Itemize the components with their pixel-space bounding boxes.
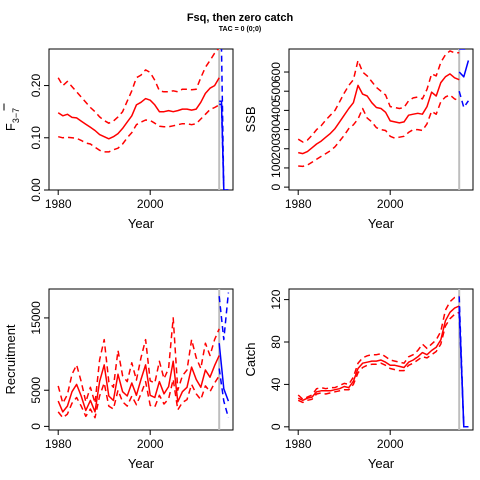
y-tick-label: 400 — [269, 100, 283, 120]
x-tick-label: 2000 — [377, 437, 404, 451]
x-tick-label: 1980 — [285, 197, 312, 211]
projection-upper-line — [218, 292, 230, 341]
projection-median-line — [458, 60, 470, 78]
historical-upper-line — [297, 50, 460, 143]
y-axis-label: SSB — [243, 106, 258, 132]
historical-upper-line — [297, 295, 460, 401]
projection-lower-line — [218, 368, 230, 418]
historical-lower-line — [297, 311, 460, 404]
x-axis-label: Year — [128, 216, 155, 231]
plot-area — [57, 49, 229, 190]
x-tick-label: 1980 — [45, 437, 72, 451]
projection-lower-line — [458, 90, 470, 109]
y-tick-label: 200 — [269, 138, 283, 158]
panel-bottom-left: 1980 2000 0 5000 15000 Year Recruitment — [3, 288, 234, 471]
y-axis-label: Recruitment — [3, 324, 18, 394]
plot-area — [297, 49, 470, 190]
historical-median-line — [297, 305, 460, 402]
y-tick-label: 5000 — [29, 377, 43, 404]
x-tick-label: 2000 — [137, 437, 164, 451]
x-tick-label: 2000 — [137, 197, 164, 211]
y-tick-label: 300 — [269, 119, 283, 139]
projection-median-line — [458, 305, 469, 428]
y-tick-label: 40 — [269, 377, 283, 391]
historical-median-line — [57, 77, 220, 140]
historical-upper-line — [57, 49, 220, 124]
y-tick-label: 100 — [269, 158, 283, 178]
historical-lower-line — [57, 375, 220, 419]
x-axis-label: Year — [368, 456, 395, 471]
historical-lower-line — [58, 104, 220, 153]
plot-area — [297, 289, 469, 430]
y-tick-label: 80 — [269, 335, 283, 349]
plot-frame — [288, 288, 474, 431]
historical-median-line — [57, 355, 220, 413]
y-tick-label: 0 — [29, 423, 43, 430]
x-tick-label: 1980 — [45, 197, 72, 211]
y-tick-label: 0.20 — [29, 74, 43, 98]
projection-median-line — [218, 343, 230, 402]
x-axis-label: Year — [128, 456, 155, 471]
y-tick-label: 600 — [269, 62, 283, 82]
plot-area — [57, 289, 230, 430]
projection-median-line — [219, 100, 229, 190]
y-axis-label-main: F — [3, 123, 18, 131]
y-tick-label: 0.00 — [29, 178, 43, 202]
y-tick-label: 0 — [269, 183, 283, 190]
x-tick-label: 2000 — [377, 197, 404, 211]
plot-frame — [48, 48, 234, 191]
panel-top-left: 1980 2000 0.00 0.10 0.20 Year F3−7 — [3, 48, 234, 231]
figure-title: Fsq, then zero catch — [187, 12, 294, 24]
y-tick-label: 15000 — [29, 301, 43, 335]
historical-upper-line — [57, 317, 220, 404]
x-tick-label: 1980 — [285, 437, 312, 451]
y-tick-label: 120 — [269, 289, 283, 309]
y-axis-label-subscript: 3−7 — [11, 108, 21, 123]
panel-bottom-right: 1980 2000 0 40 80 120 Year Catch — [243, 288, 474, 471]
historical-median-line — [298, 73, 460, 155]
y-tick-label: 0 — [269, 423, 283, 430]
y-tick-label: 0.10 — [29, 126, 43, 150]
x-axis-label: Year — [368, 216, 395, 231]
y-tick-label: 500 — [269, 81, 283, 101]
figure-subtitle: TAC = 0 (0;0) — [219, 26, 261, 33]
plot-frame — [48, 288, 234, 431]
y-axis-label: Catch — [243, 343, 258, 377]
y-axis-label: F3−7 — [3, 108, 21, 131]
plot-frame — [288, 48, 474, 191]
historical-lower-line — [298, 94, 460, 168]
